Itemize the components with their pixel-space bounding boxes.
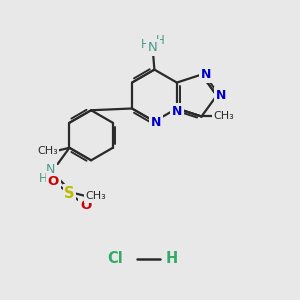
Text: N: N bbox=[148, 41, 158, 54]
Text: H: H bbox=[156, 34, 165, 47]
Text: N: N bbox=[46, 164, 55, 176]
Text: N: N bbox=[172, 105, 182, 118]
Text: CH₃: CH₃ bbox=[213, 112, 234, 122]
Text: N: N bbox=[216, 89, 226, 102]
Text: H: H bbox=[39, 172, 47, 185]
Text: O: O bbox=[48, 175, 59, 188]
Text: N: N bbox=[151, 116, 161, 129]
Text: Cl: Cl bbox=[107, 251, 122, 266]
Text: CH₃: CH₃ bbox=[37, 146, 58, 156]
Text: H: H bbox=[166, 251, 178, 266]
Text: N: N bbox=[201, 68, 211, 81]
Text: O: O bbox=[80, 199, 91, 212]
Text: CH₃: CH₃ bbox=[85, 191, 106, 201]
Text: H: H bbox=[141, 38, 150, 51]
Text: S: S bbox=[64, 186, 75, 201]
